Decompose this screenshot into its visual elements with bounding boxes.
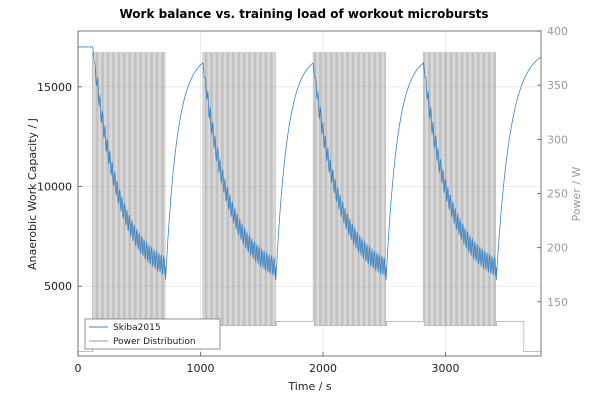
chart-title: Work balance vs. training load of workou… bbox=[120, 7, 489, 21]
x-axis-ticks: 0 1000 2000 3000 bbox=[75, 352, 459, 375]
y2-axis-label: Power / W bbox=[570, 166, 583, 221]
y-tick-label: 10000 bbox=[37, 181, 72, 194]
legend-label-skiba: Skiba2015 bbox=[113, 323, 161, 333]
y-axis-ticks: 5000 10000 15000 bbox=[37, 81, 82, 293]
power-distribution-line bbox=[78, 52, 541, 352]
plot-background bbox=[78, 31, 541, 356]
skiba-series bbox=[78, 46, 542, 281]
y2-tick-label: 350 bbox=[547, 79, 568, 92]
y2-tick-label: 200 bbox=[547, 242, 568, 255]
y2-tick-label: 300 bbox=[547, 133, 568, 146]
legend-label-power: Power Distribution bbox=[113, 337, 196, 347]
legend-box bbox=[84, 318, 221, 350]
x-tick-label: 0 bbox=[75, 362, 82, 375]
skiba2015-line bbox=[78, 46, 542, 281]
y-tick-label: 15000 bbox=[37, 81, 72, 94]
x-tick-label: 3000 bbox=[431, 362, 459, 375]
legend: Skiba2015 Power Distribution bbox=[84, 318, 221, 350]
x-tick-label: 2000 bbox=[309, 362, 337, 375]
y2-tick-label: 150 bbox=[547, 296, 568, 309]
y-axis-label: Anaerobic Work Capacity / J bbox=[26, 118, 39, 270]
y-tick-label: 5000 bbox=[44, 280, 72, 293]
y2-axis-ticks: 150 200 250 300 350 400 bbox=[537, 25, 568, 309]
x-axis-label: Time / s bbox=[287, 380, 332, 393]
y2-tick-label: 400 bbox=[547, 25, 568, 38]
y2-tick-label: 250 bbox=[547, 188, 568, 201]
x-tick-label: 1000 bbox=[186, 362, 214, 375]
power-series bbox=[78, 52, 541, 352]
